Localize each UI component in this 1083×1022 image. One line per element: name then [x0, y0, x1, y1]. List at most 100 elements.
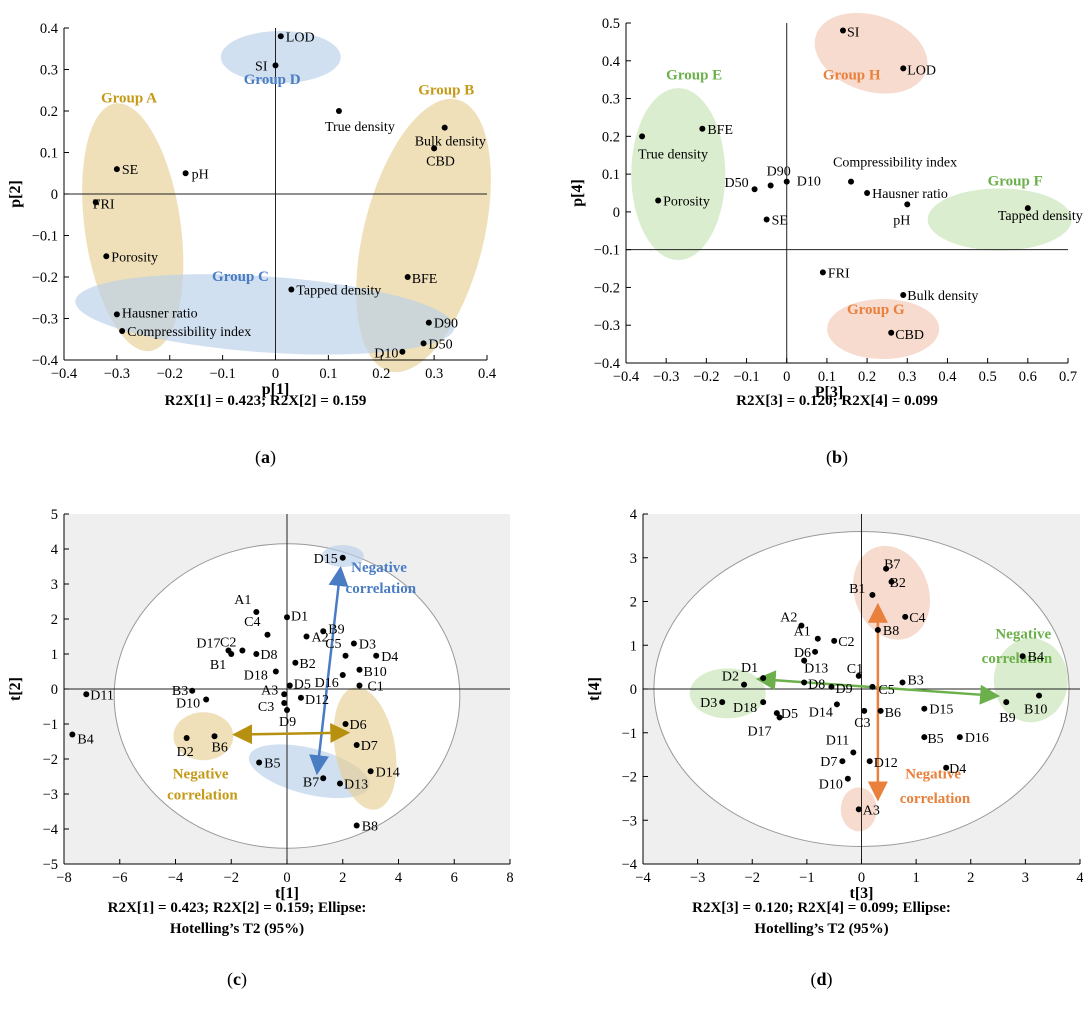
data-label: B4 — [77, 733, 93, 748]
data-point — [900, 65, 907, 72]
data-label: C5 — [878, 683, 894, 698]
data-label: D1 — [741, 661, 758, 676]
data-point — [900, 292, 907, 298]
data-point — [839, 758, 846, 765]
x-tick-label: 0 — [858, 870, 865, 886]
data-label: D13 — [344, 778, 368, 793]
panel-sublabel: (b) — [826, 447, 848, 468]
b-right-ellipse — [993, 638, 1068, 723]
data-point — [399, 348, 406, 355]
data-label: FRI — [93, 197, 115, 212]
data-label: C3 — [258, 700, 274, 715]
group-d-ellipse — [220, 31, 341, 84]
chart-c: −8 −6 −4 −2 0 2 4 6 8 −5 −4 −3 −2 −1 0 1 2 3 4 5 t[1] t[2] Ne… — [7, 507, 514, 990]
data-point — [833, 701, 840, 708]
panel-b: −0.4 −0.3 −0.2 −0.1 0 0.1 0.2 0.3 0.4 0.5 0.6 0.7 −0… — [541, 0, 1083, 508]
x-tick-label: −8 — [56, 870, 71, 886]
data-point — [763, 216, 770, 223]
chart-caption: R2X[3] = 0.120; R2X[4] = 0.099 — [736, 393, 938, 409]
x-tick-label: 0.5 — [979, 369, 997, 385]
y-tick-label: 0.1 — [40, 146, 58, 162]
data-label: D6 — [350, 718, 367, 733]
y-tick-label: 0.3 — [40, 63, 58, 79]
x-tick-label: −2 — [224, 870, 239, 886]
data-point — [839, 27, 846, 34]
x-tick-label: −0.3 — [653, 369, 679, 385]
chart-caption-line2: Hotelling’s T2 (95%) — [754, 921, 888, 937]
annotation-text: Negative — [351, 560, 407, 576]
data-label: C1 — [367, 680, 383, 695]
x-axis-label: P[3] — [815, 384, 843, 401]
x-axis-label: p[1] — [262, 381, 290, 398]
data-point — [760, 699, 767, 706]
data-point — [760, 675, 767, 682]
data-point — [1024, 205, 1031, 212]
data-label: D8 — [808, 677, 825, 692]
data-point — [431, 145, 438, 152]
y-tick-label: 0.2 — [602, 129, 620, 145]
chart-caption: R2X[3] = 0.120; R2X[4] = 0.099; Ellipse: — [692, 900, 951, 916]
data-label: B5 — [927, 732, 943, 747]
data-point — [798, 622, 805, 629]
y-tick-label: −3 — [622, 813, 637, 829]
data-point — [182, 170, 189, 177]
group-g-ellipse — [827, 299, 940, 359]
chart-caption: R2X[1] = 0.423; R2X[2] = 0.159; Ellipse: — [108, 900, 367, 916]
data-label: LOD — [907, 63, 936, 78]
data-label: LOD — [286, 30, 315, 45]
x-tick-label: 0.4 — [478, 366, 497, 382]
group-c-ellipse — [75, 274, 455, 355]
group-label: Group A — [101, 91, 157, 107]
data-label: Tapped density — [296, 283, 381, 298]
data-label: D9 — [835, 682, 852, 697]
y-tick-label: 2 — [51, 612, 58, 628]
data-label: A2 — [312, 631, 329, 646]
y-tick-label: −0.1 — [594, 243, 620, 259]
data-label: B3 — [907, 673, 923, 688]
data-label: D16 — [315, 676, 339, 691]
data-label: B8 — [362, 820, 378, 835]
data-label: D5 — [781, 707, 798, 722]
annotation-text: Negative — [173, 766, 229, 782]
data-point — [812, 648, 819, 655]
data-point — [883, 565, 890, 572]
data-label: D2 — [722, 670, 739, 685]
x-tick-label: 1 — [913, 870, 920, 886]
y-tick-label: 0.2 — [40, 104, 58, 120]
panel-a: −0.4 −0.3 −0.2 −0.1 0 0.1 0.2 0.3 0.4 −0.4 −0.3 −0.… — [0, 0, 541, 508]
data-label: D10 — [819, 778, 843, 793]
data-label: D50 — [429, 337, 453, 352]
data-point — [899, 679, 906, 686]
data-point — [342, 652, 349, 659]
data-label: B9 — [328, 622, 344, 637]
x-tick-label: 0 — [783, 369, 790, 385]
data-label: D18 — [733, 701, 757, 716]
data-label: Hausner ratio — [872, 187, 948, 202]
data-point — [921, 705, 928, 712]
data-point — [353, 822, 360, 829]
data-point — [767, 182, 774, 189]
data-point — [83, 691, 90, 698]
data-point — [281, 700, 288, 706]
y-tick-label: −3 — [43, 787, 58, 803]
x-tick-label: 4 — [1076, 870, 1083, 886]
data-point — [277, 33, 284, 40]
data-label: A3 — [261, 683, 278, 698]
data-point — [776, 714, 783, 721]
data-point — [189, 687, 196, 694]
data-label: D4 — [949, 762, 966, 777]
data-label: Compressibility index — [833, 156, 957, 171]
data-label: D17 — [196, 637, 220, 652]
panel-sublabel: (c) — [227, 969, 247, 990]
data-label: B4 — [1028, 650, 1044, 665]
x-tick-label: 0.2 — [372, 366, 390, 382]
data-point — [264, 631, 271, 638]
data-label: B2 — [299, 657, 315, 672]
data-point — [904, 201, 911, 208]
data-point — [814, 635, 821, 642]
data-point — [888, 578, 895, 585]
data-label: D1 — [291, 609, 308, 624]
data-label: Porosity — [111, 250, 158, 265]
data-point — [864, 190, 871, 196]
y-tick-label: −0.2 — [32, 270, 58, 286]
